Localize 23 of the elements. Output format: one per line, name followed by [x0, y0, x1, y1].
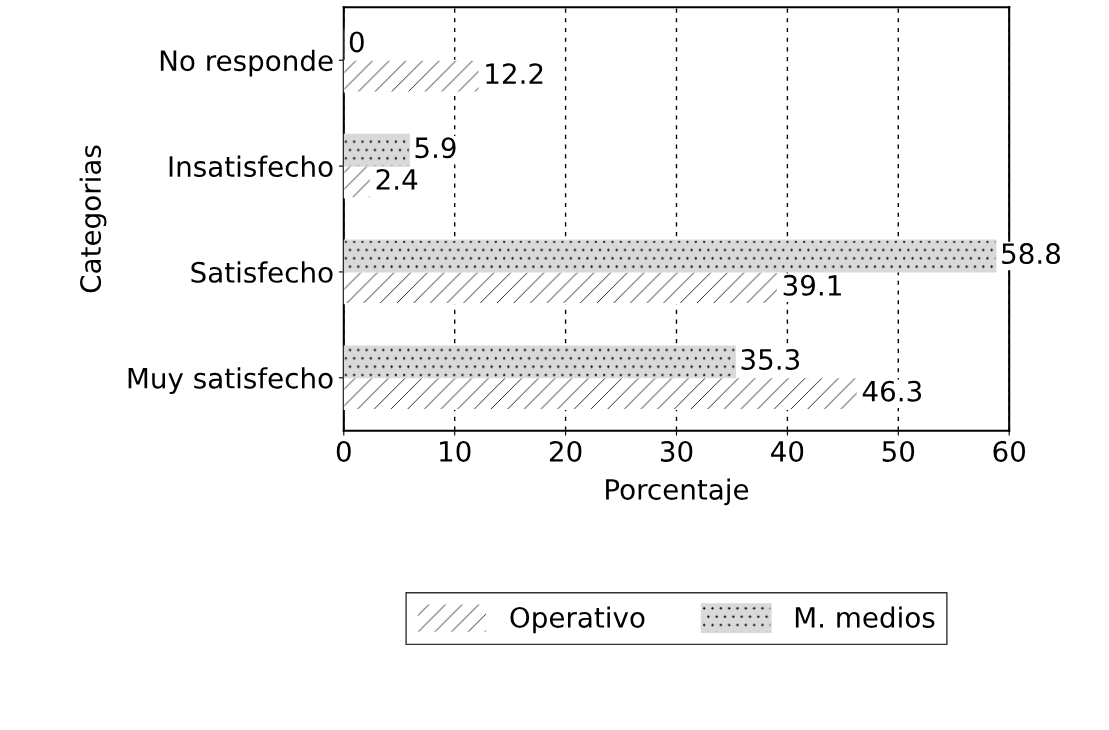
y-tick-label: Satisfecho [191, 261, 333, 283]
data-label: 0 [349, 31, 364, 53]
data-label: 2.4 [376, 169, 418, 190]
x-tick-label: 30 [660, 440, 693, 462]
x-axis-title: Porcentaje [606, 478, 749, 506]
x-tick-label: 0 [336, 440, 351, 462]
legend-label: Operativo [510, 606, 645, 634]
y-axis-title: Categorias [79, 145, 107, 293]
x-tick-label: 60 [993, 440, 1026, 462]
legend-label: M. medios [795, 606, 935, 628]
y-tick-label: No responde [160, 49, 333, 77]
x-tick-label: 50 [882, 440, 915, 462]
data-label: 12.2 [486, 63, 543, 84]
y-tick-label: Insatisfecho [169, 155, 333, 178]
data-label: 39.1 [783, 274, 841, 296]
data-label: 5.9 [415, 137, 456, 159]
data-label: 35.3 [741, 348, 800, 370]
data-label: 46.3 [862, 380, 922, 402]
y-tick-label: Muy satisfecho [128, 367, 333, 395]
x-tick-label: 40 [771, 440, 804, 462]
x-tick-label: 20 [549, 440, 582, 462]
data-label: 58.8 [1002, 243, 1060, 265]
x-tick-label: 10 [440, 440, 471, 462]
